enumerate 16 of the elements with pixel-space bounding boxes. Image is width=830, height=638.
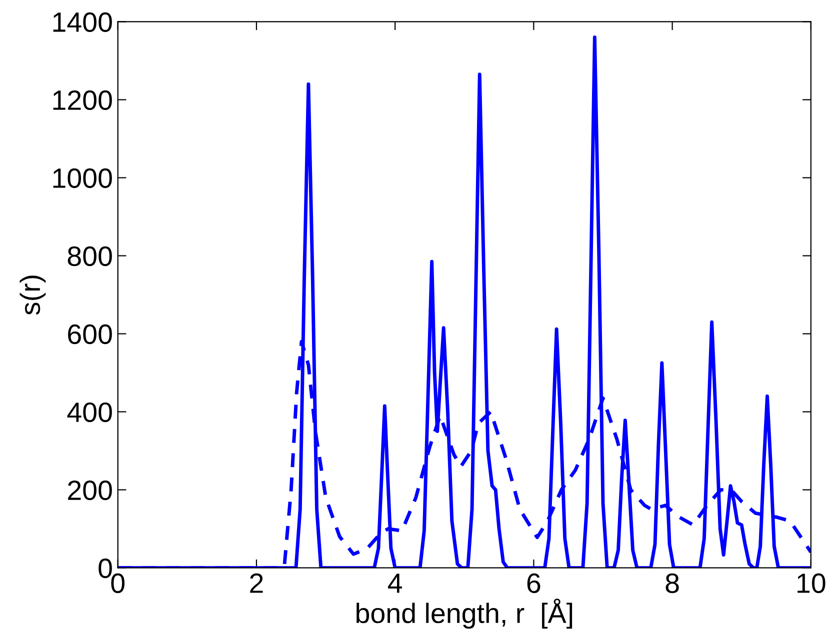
y-axis-title: s(r) xyxy=(20,276,46,315)
y-tick-label: 400 xyxy=(67,402,112,422)
x-tick-label: 4 xyxy=(388,574,402,593)
x-tick-label: 10 xyxy=(798,573,826,594)
x-tick-label: 8 xyxy=(666,573,679,594)
y-tick-label: 1400 xyxy=(53,12,112,32)
y-tick-label: 1200 xyxy=(53,90,112,110)
x-tick-label: 2 xyxy=(250,573,263,593)
y-tick-label: 200 xyxy=(68,480,112,500)
y-tick-label: 0 xyxy=(98,558,112,578)
x-axis-title: bond length, r [Å] xyxy=(356,598,572,629)
y-tick-label: 800 xyxy=(68,246,112,266)
y-tick-label: 600 xyxy=(68,324,112,344)
x-tick-label: 6 xyxy=(527,573,540,594)
x-tick-label: 0 xyxy=(111,573,124,594)
y-tick-label: 1000 xyxy=(53,168,112,188)
